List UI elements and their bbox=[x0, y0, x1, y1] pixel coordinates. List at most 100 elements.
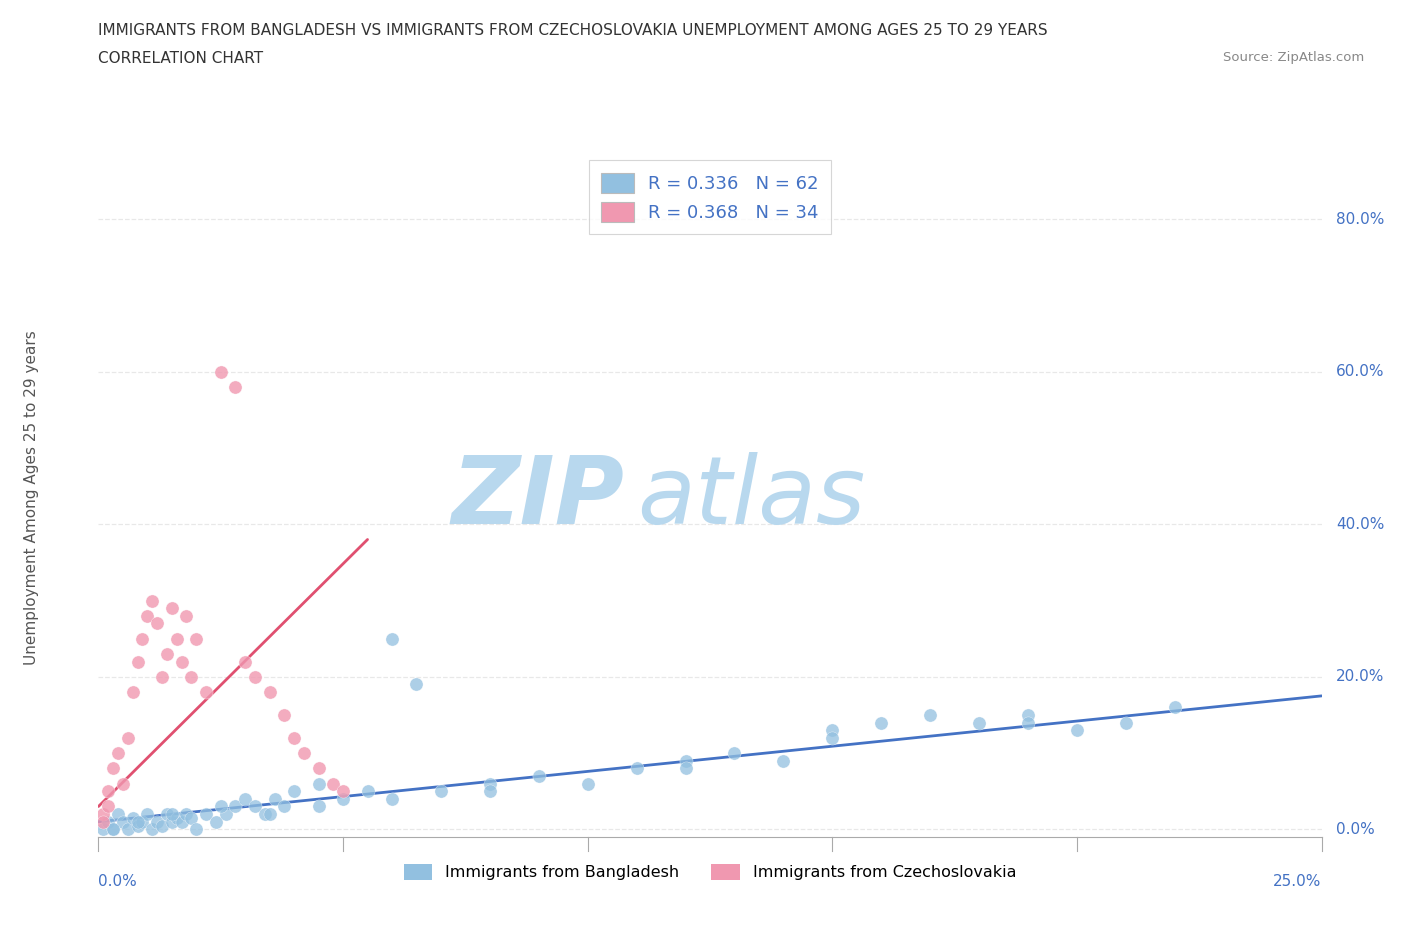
Point bbox=[478, 784, 501, 799]
Point bbox=[1066, 723, 1088, 737]
Point bbox=[141, 593, 163, 608]
Point bbox=[101, 822, 124, 837]
Point bbox=[478, 777, 501, 791]
Point bbox=[180, 670, 202, 684]
Point bbox=[111, 777, 134, 791]
Point bbox=[146, 616, 169, 631]
Point bbox=[920, 708, 942, 723]
Text: 80.0%: 80.0% bbox=[1336, 212, 1385, 227]
Point bbox=[160, 815, 183, 830]
Point bbox=[308, 761, 330, 776]
Text: IMMIGRANTS FROM BANGLADESH VS IMMIGRANTS FROM CZECHOSLOVAKIA UNEMPLOYMENT AMONG : IMMIGRANTS FROM BANGLADESH VS IMMIGRANTS… bbox=[98, 23, 1047, 38]
Point bbox=[186, 822, 208, 837]
Point bbox=[283, 730, 305, 745]
Point bbox=[195, 684, 218, 699]
Point bbox=[170, 815, 193, 830]
Point bbox=[131, 815, 153, 830]
Point bbox=[131, 631, 153, 646]
Point bbox=[150, 670, 173, 684]
Point bbox=[821, 730, 844, 745]
Point bbox=[146, 815, 169, 830]
Text: 20.0%: 20.0% bbox=[1336, 670, 1385, 684]
Point bbox=[117, 730, 139, 745]
Point bbox=[180, 810, 202, 825]
Point bbox=[253, 806, 276, 821]
Point bbox=[127, 818, 149, 833]
Point bbox=[527, 768, 550, 783]
Point bbox=[170, 654, 193, 669]
Point bbox=[91, 806, 114, 821]
Point bbox=[1164, 700, 1187, 715]
Point bbox=[381, 631, 404, 646]
Point bbox=[675, 753, 697, 768]
Text: 40.0%: 40.0% bbox=[1336, 517, 1385, 532]
Point bbox=[870, 715, 893, 730]
Point bbox=[186, 631, 208, 646]
Point bbox=[224, 379, 246, 394]
Point bbox=[259, 684, 281, 699]
Point bbox=[1115, 715, 1137, 730]
Point bbox=[723, 746, 745, 761]
Text: ZIP: ZIP bbox=[451, 452, 624, 543]
Point bbox=[160, 806, 183, 821]
Point bbox=[91, 815, 114, 830]
Point bbox=[967, 715, 990, 730]
Point bbox=[308, 777, 330, 791]
Point bbox=[209, 799, 232, 814]
Point bbox=[821, 723, 844, 737]
Text: 25.0%: 25.0% bbox=[1274, 874, 1322, 889]
Point bbox=[97, 784, 120, 799]
Point bbox=[97, 815, 120, 830]
Legend: R = 0.336   N = 62, R = 0.368   N = 34: R = 0.336 N = 62, R = 0.368 N = 34 bbox=[589, 160, 831, 234]
Point bbox=[772, 753, 794, 768]
Point bbox=[322, 777, 344, 791]
Point bbox=[224, 799, 246, 814]
Point bbox=[141, 822, 163, 837]
Text: Unemployment Among Ages 25 to 29 years: Unemployment Among Ages 25 to 29 years bbox=[24, 330, 38, 665]
Point bbox=[263, 791, 285, 806]
Point bbox=[576, 777, 599, 791]
Point bbox=[176, 806, 198, 821]
Point bbox=[381, 791, 404, 806]
Point bbox=[332, 784, 354, 799]
Point bbox=[1017, 715, 1039, 730]
Point bbox=[97, 799, 120, 814]
Point bbox=[121, 684, 143, 699]
Point bbox=[111, 815, 134, 830]
Text: CORRELATION CHART: CORRELATION CHART bbox=[98, 51, 263, 66]
Point bbox=[233, 791, 256, 806]
Point bbox=[675, 761, 697, 776]
Point bbox=[283, 784, 305, 799]
Point bbox=[356, 784, 378, 799]
Point bbox=[195, 806, 218, 821]
Point bbox=[243, 799, 266, 814]
Point bbox=[430, 784, 453, 799]
Text: Source: ZipAtlas.com: Source: ZipAtlas.com bbox=[1223, 51, 1364, 64]
Point bbox=[136, 608, 159, 623]
Point bbox=[209, 365, 232, 379]
Point bbox=[91, 822, 114, 837]
Point bbox=[176, 608, 198, 623]
Point bbox=[233, 654, 256, 669]
Point bbox=[107, 806, 129, 821]
Point bbox=[121, 810, 143, 825]
Point bbox=[243, 670, 266, 684]
Point bbox=[1017, 708, 1039, 723]
Point bbox=[308, 799, 330, 814]
Point bbox=[205, 815, 228, 830]
Point bbox=[117, 822, 139, 837]
Point bbox=[214, 806, 236, 821]
Point bbox=[150, 818, 173, 833]
Point bbox=[259, 806, 281, 821]
Point bbox=[166, 631, 188, 646]
Point bbox=[332, 791, 354, 806]
Text: 0.0%: 0.0% bbox=[1336, 822, 1375, 837]
Point bbox=[156, 646, 179, 661]
Point bbox=[160, 601, 183, 616]
Point bbox=[626, 761, 648, 776]
Text: 0.0%: 0.0% bbox=[98, 874, 138, 889]
Point bbox=[127, 654, 149, 669]
Point bbox=[101, 822, 124, 837]
Point bbox=[273, 708, 295, 723]
Point bbox=[101, 761, 124, 776]
